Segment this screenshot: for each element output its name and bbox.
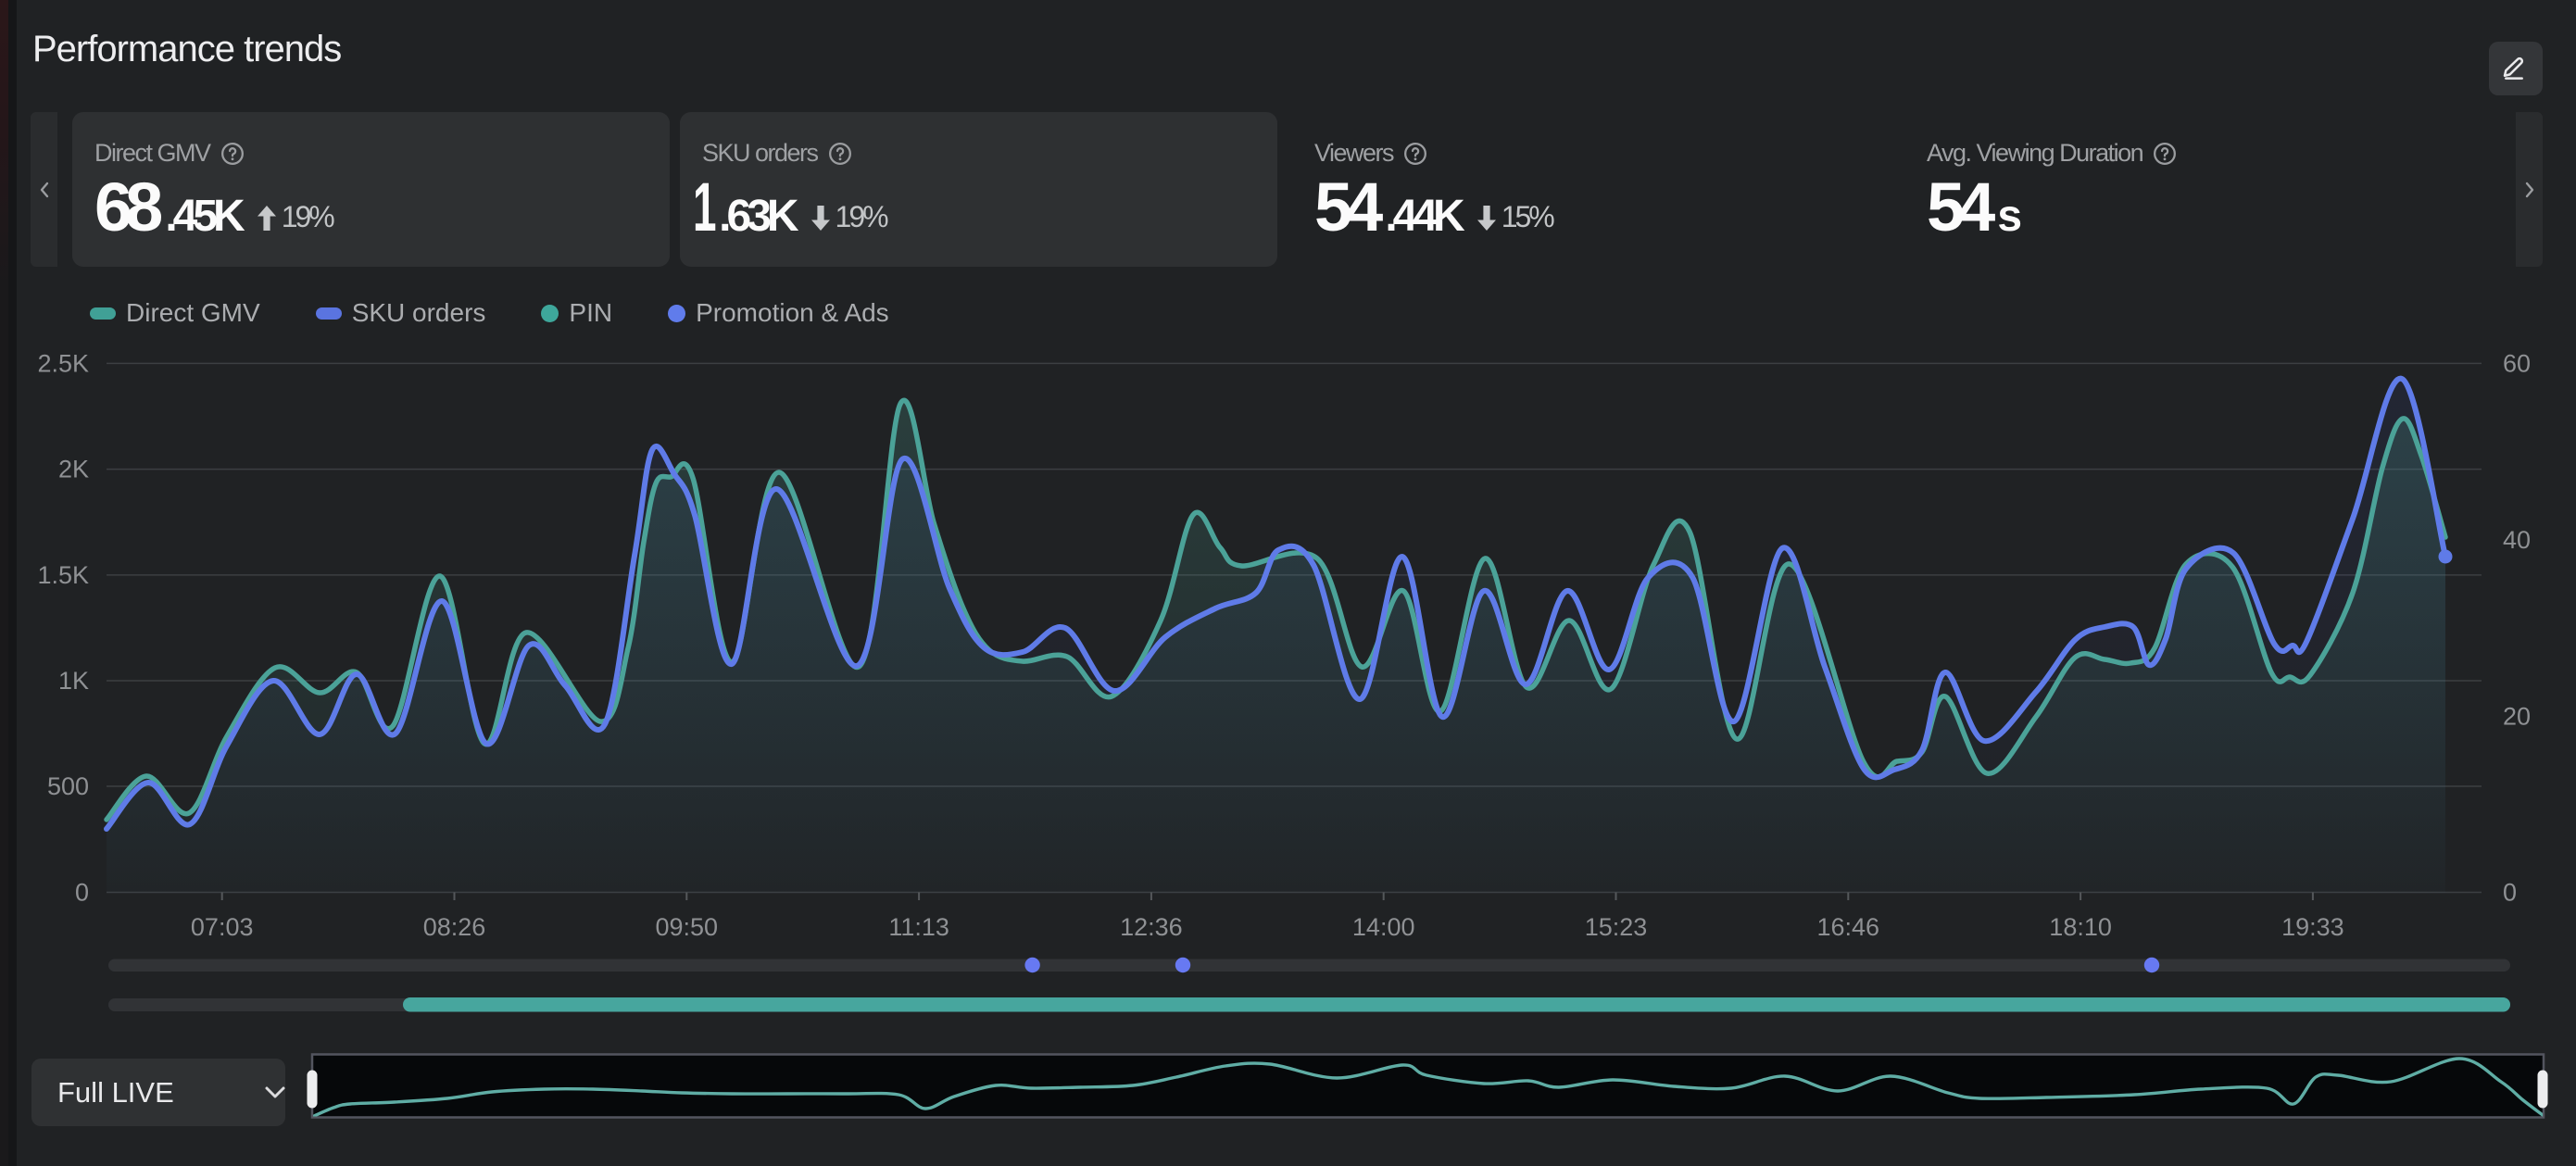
svg-text:07:03: 07:03	[191, 913, 254, 941]
svg-text:20: 20	[2503, 703, 2531, 731]
svg-text:19:33: 19:33	[2281, 913, 2344, 941]
svg-text:12:36: 12:36	[1120, 913, 1183, 941]
svg-text:1K: 1K	[58, 667, 89, 695]
svg-text:11:13: 11:13	[888, 913, 949, 941]
svg-text:14:00: 14:00	[1352, 913, 1415, 941]
svg-text:0: 0	[75, 879, 89, 907]
svg-text:16:46: 16:46	[1817, 913, 1880, 941]
svg-text:09:50: 09:50	[656, 913, 719, 941]
svg-text:0: 0	[2503, 879, 2517, 907]
svg-text:15:23: 15:23	[1585, 913, 1648, 941]
svg-text:500: 500	[47, 772, 89, 800]
svg-text:2.5K: 2.5K	[37, 349, 89, 377]
svg-text:40: 40	[2503, 526, 2531, 554]
svg-text:60: 60	[2503, 349, 2531, 377]
svg-text:18:10: 18:10	[2049, 913, 2112, 941]
svg-text:1.5K: 1.5K	[37, 561, 89, 589]
svg-text:2K: 2K	[58, 456, 89, 483]
svg-text:08:26: 08:26	[423, 913, 486, 941]
